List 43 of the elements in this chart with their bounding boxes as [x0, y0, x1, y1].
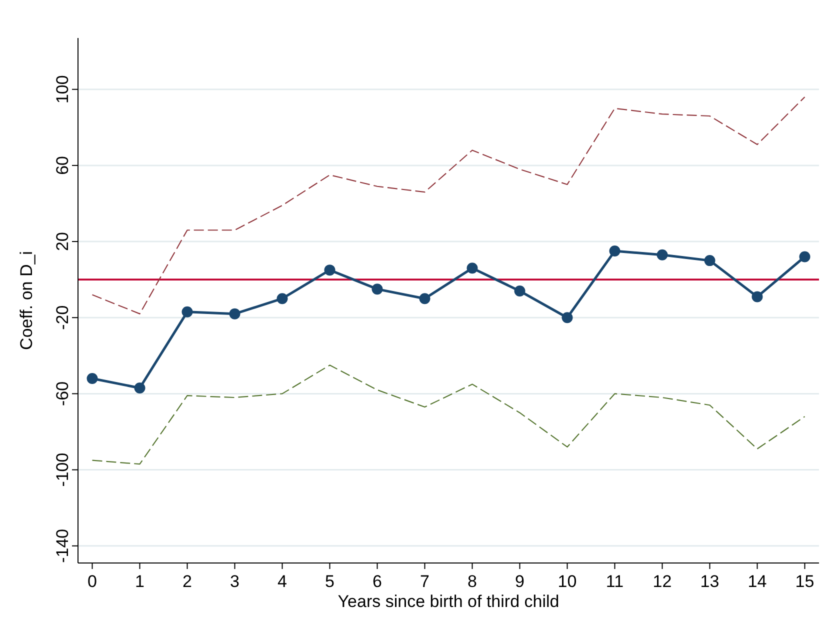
point [752, 291, 763, 302]
x-tick-label: 12 [652, 572, 672, 591]
point [514, 285, 526, 296]
point [609, 246, 620, 257]
point [372, 284, 383, 295]
y-tick-label: 20 [53, 232, 72, 251]
x-tick-label: 9 [515, 572, 524, 591]
point [562, 312, 573, 324]
y-tick-label: -100 [53, 452, 72, 487]
x-tick-label: 11 [606, 572, 624, 591]
point [466, 262, 478, 274]
x-tick-label: 0 [88, 572, 97, 591]
point [86, 372, 98, 384]
x-tick-label: 8 [468, 572, 477, 591]
y-tick-label: -60 [53, 381, 72, 406]
x-axis-title: Years since birth of third child [338, 592, 560, 611]
y-tick-label: -20 [53, 305, 72, 330]
point [704, 255, 716, 266]
point [324, 264, 336, 276]
y-tick-label: 60 [53, 156, 72, 175]
y-tick-label: -140 [53, 528, 72, 563]
x-tick-label: 7 [420, 572, 430, 591]
x-tick-label: 6 [372, 572, 382, 591]
x-tick-label: 2 [182, 572, 192, 591]
line-series [92, 96, 806, 314]
point [656, 249, 668, 260]
point [182, 306, 193, 318]
y-axis-title: Coeff. on D_i [17, 251, 36, 350]
point [419, 293, 430, 304]
x-tick-label: 3 [230, 572, 240, 591]
point [276, 293, 288, 304]
y-tick-label: 100 [53, 75, 72, 104]
x-tick-label: 15 [795, 572, 814, 591]
x-tick-label: 5 [325, 572, 334, 591]
line-series [92, 364, 806, 465]
x-tick-label: 1 [135, 572, 144, 591]
x-tick-label: 14 [748, 572, 767, 591]
x-tick-label: 4 [278, 572, 287, 591]
point [229, 308, 240, 320]
point [134, 382, 146, 394]
x-tick-label: 10 [558, 572, 577, 591]
x-tick-label: 13 [700, 572, 720, 591]
point [799, 251, 810, 262]
